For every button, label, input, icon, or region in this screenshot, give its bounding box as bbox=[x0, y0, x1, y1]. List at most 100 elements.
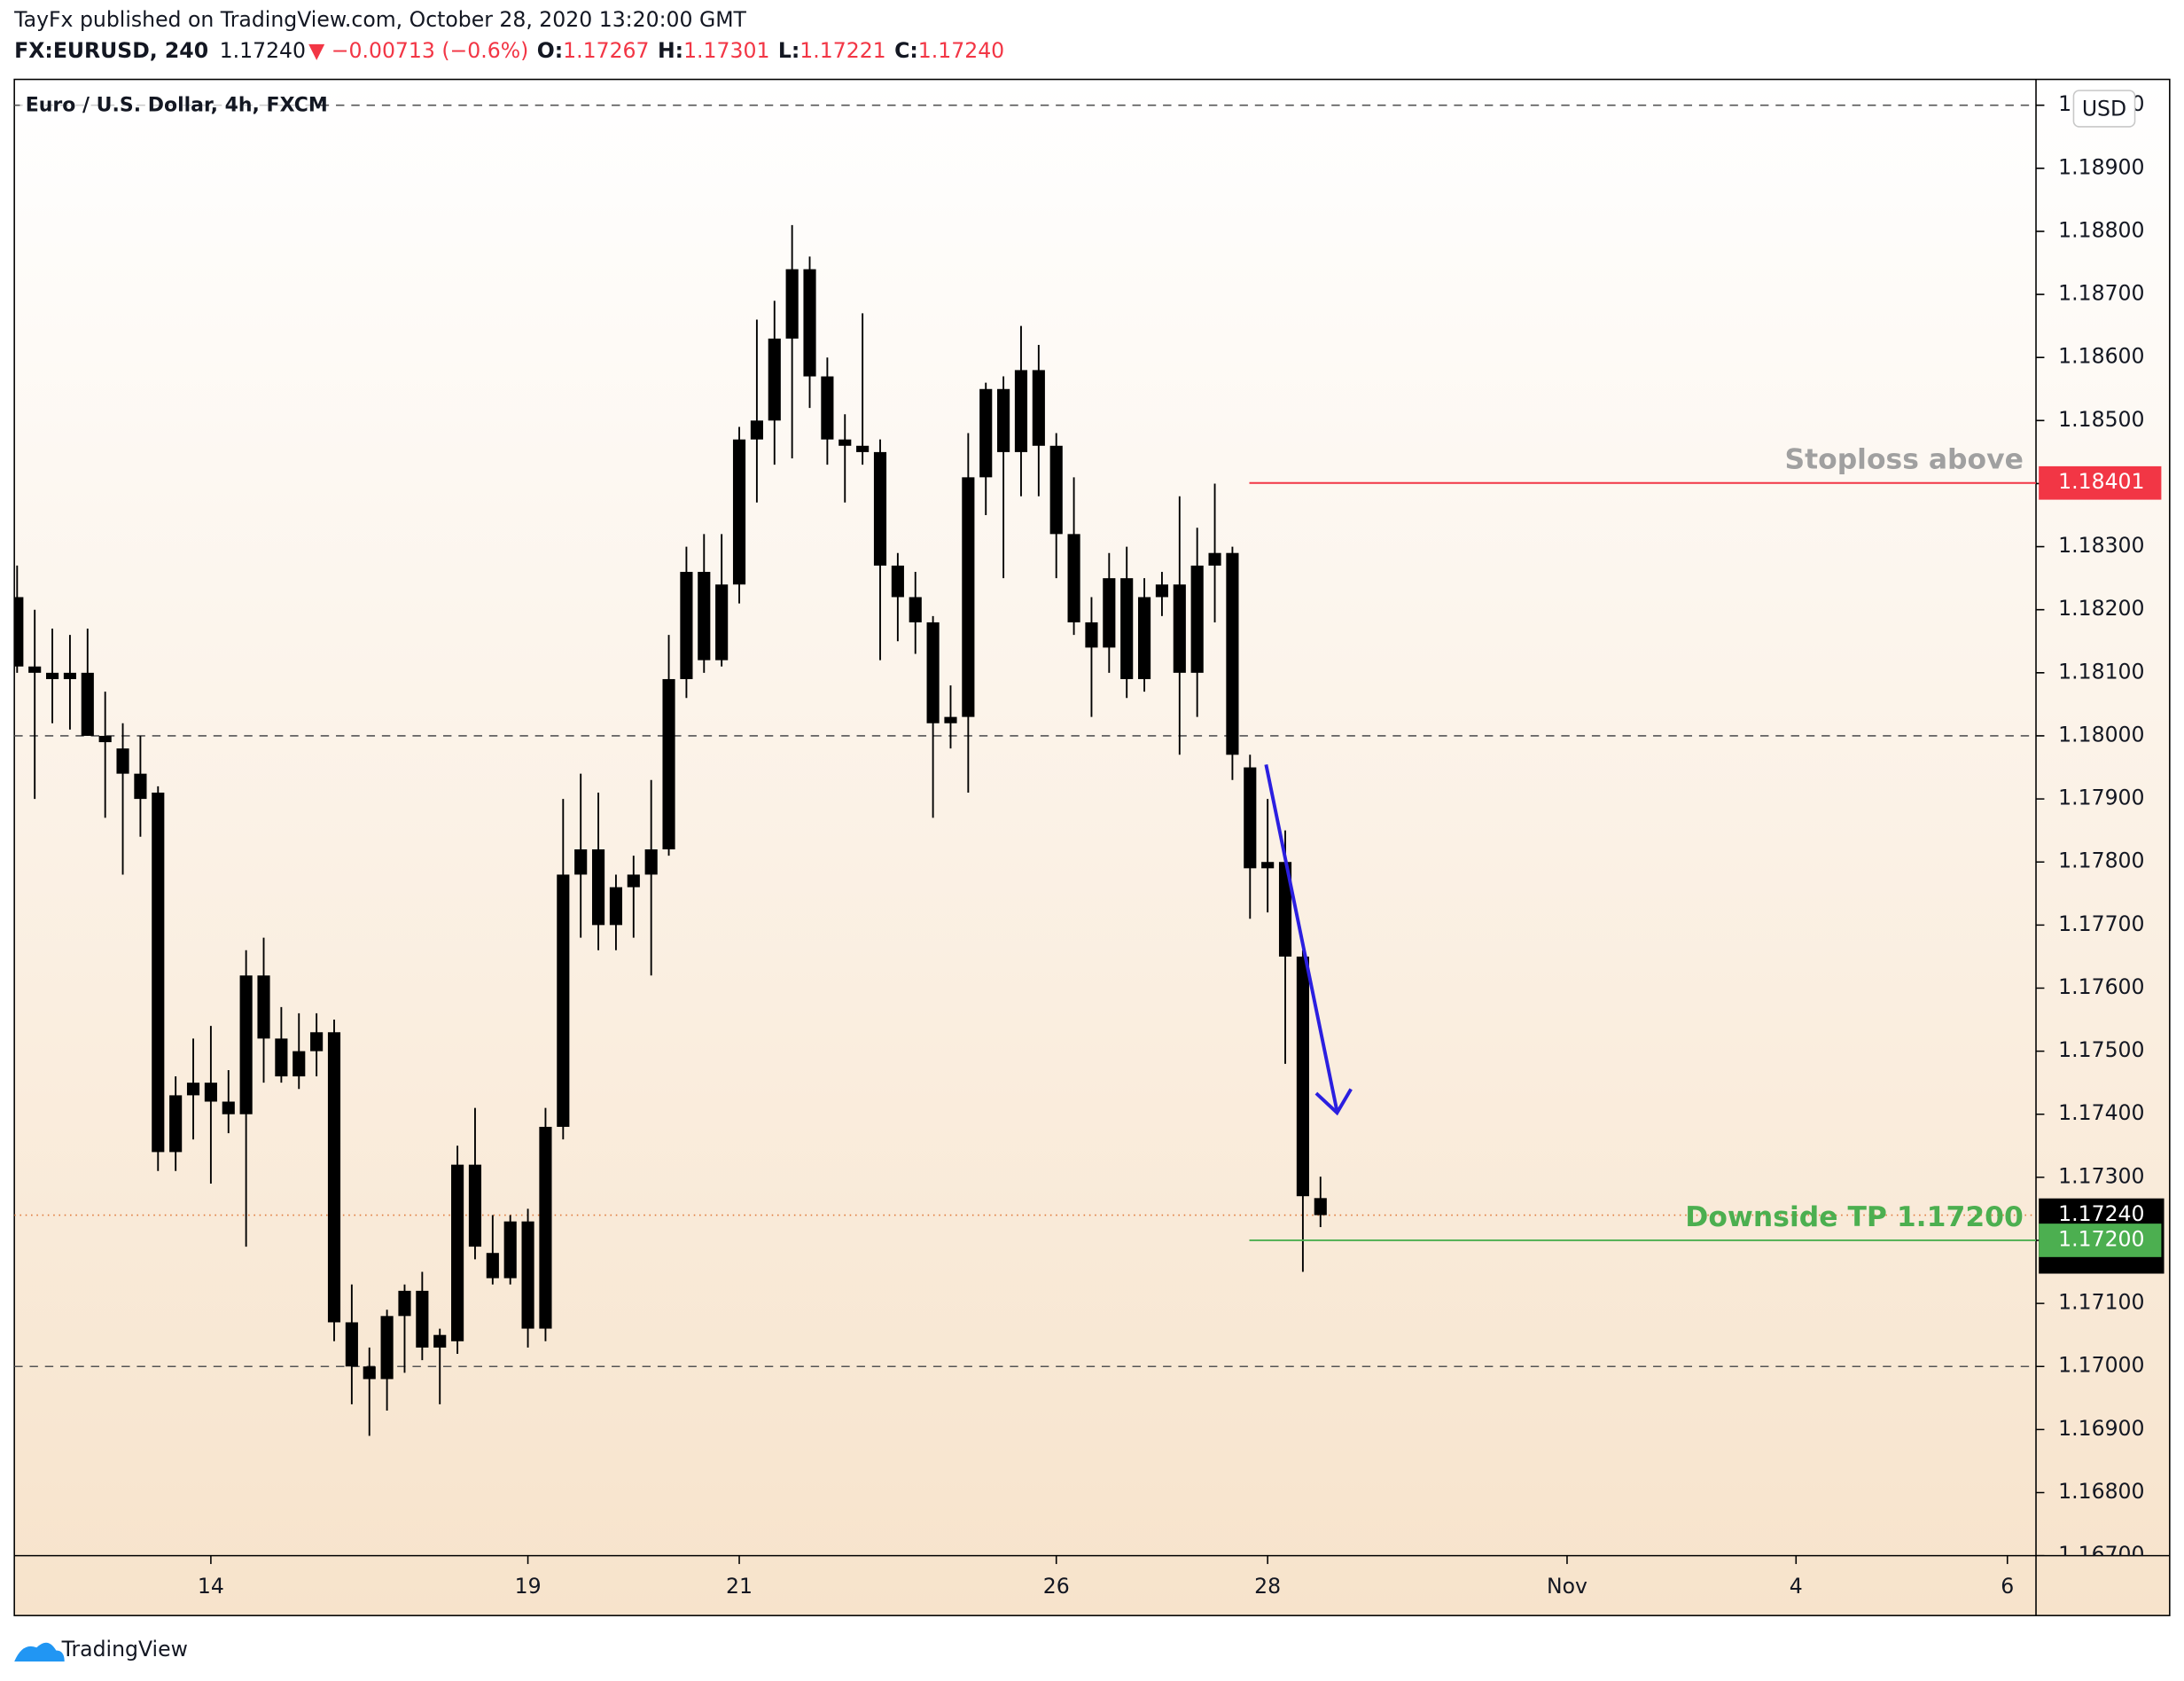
candle-body bbox=[926, 622, 940, 723]
candle-body bbox=[1049, 445, 1063, 535]
candle-body bbox=[327, 1032, 341, 1323]
y-tick-label: 1.16800 bbox=[2058, 1479, 2144, 1504]
c-label: C: bbox=[894, 38, 918, 63]
chart-title: Euro / U.S. Dollar, 4h, FXCM bbox=[26, 94, 328, 116]
y-tick-label: 1.18700 bbox=[2058, 281, 2144, 306]
candle-body bbox=[557, 874, 570, 1127]
candle-body bbox=[1261, 862, 1275, 869]
arrow-shaft bbox=[1264, 763, 1339, 1112]
legend-bg bbox=[20, 89, 313, 121]
level-tag bbox=[2039, 465, 2162, 500]
y-tick-label: 1.18000 bbox=[2058, 722, 2144, 747]
candle-body bbox=[186, 1083, 200, 1096]
y-tick-label: 1.17300 bbox=[2058, 1163, 2144, 1188]
candle-body bbox=[1085, 622, 1098, 648]
candle-body bbox=[239, 975, 253, 1114]
x-tick-label: 19 bbox=[515, 1574, 542, 1599]
c: 1.17240 bbox=[918, 38, 1004, 63]
footer-brand: TradingView bbox=[61, 1637, 188, 1661]
arrow-head bbox=[1314, 1088, 1353, 1116]
candle-body bbox=[909, 597, 922, 622]
y-tick-label: 1.18200 bbox=[2058, 596, 2144, 621]
candle-body bbox=[1190, 565, 1204, 673]
candle-body bbox=[944, 716, 957, 723]
candle-body bbox=[98, 735, 112, 743]
time-axis: 14 19 21 26 28 Nov 4 6 bbox=[198, 1555, 2014, 1599]
candle-body bbox=[962, 477, 975, 717]
level-tag-label: 1.18401 bbox=[2058, 469, 2144, 494]
candle-body bbox=[275, 1038, 288, 1077]
x-tick-label: 26 bbox=[1043, 1574, 1070, 1599]
candle-body bbox=[28, 666, 42, 673]
candle-body bbox=[873, 451, 887, 566]
candle-body bbox=[486, 1253, 499, 1278]
candle-body bbox=[152, 792, 165, 1153]
candle-body bbox=[1278, 862, 1292, 957]
plot: Stoploss above Downside TP 1.17200 bbox=[14, 104, 2037, 1436]
candle-body bbox=[433, 1334, 447, 1348]
candle-body bbox=[539, 1126, 552, 1329]
candle-body bbox=[503, 1221, 517, 1278]
y-tick-label: 1.18500 bbox=[2058, 407, 2144, 432]
h: 1.17301 bbox=[683, 38, 769, 63]
candle-body bbox=[838, 439, 852, 446]
candle-body bbox=[662, 678, 675, 850]
candle-body bbox=[345, 1322, 358, 1367]
candle-body bbox=[380, 1316, 394, 1380]
candle-body bbox=[627, 874, 640, 887]
y-tick-label: 1.17500 bbox=[2058, 1037, 2144, 1062]
y-tick-label: 1.17900 bbox=[2058, 786, 2144, 810]
candle-body bbox=[644, 849, 658, 875]
l-label: L: bbox=[778, 38, 800, 63]
y-tick-label: 1.18800 bbox=[2058, 217, 2144, 242]
candle-body bbox=[1173, 584, 1186, 673]
candle-body bbox=[1314, 1198, 1327, 1216]
o-label: O: bbox=[537, 38, 563, 63]
x-tick-label: 28 bbox=[1254, 1574, 1281, 1599]
logo-icon bbox=[14, 1642, 65, 1662]
candle-body bbox=[785, 269, 799, 339]
change: ▼ −0.00713 (−0.6%) bbox=[308, 38, 528, 63]
candle-body bbox=[732, 439, 746, 585]
y-tick-label: 1.16900 bbox=[2058, 1416, 2144, 1441]
currency-button[interactable] bbox=[2072, 90, 2136, 128]
publisher-line: TayFx published on TradingView.com, Octo… bbox=[13, 7, 746, 32]
level-tag-label: 1.17200 bbox=[2058, 1226, 2144, 1251]
candle-body bbox=[1244, 767, 1257, 869]
candle-body bbox=[116, 748, 129, 774]
x-tick-label: 6 bbox=[2001, 1574, 2014, 1599]
candle-body bbox=[292, 1051, 306, 1077]
candle-body bbox=[310, 1032, 324, 1052]
currency-label[interactable]: USD bbox=[2082, 97, 2126, 121]
candle-body bbox=[680, 572, 693, 679]
candle-body bbox=[821, 376, 834, 440]
candle-body bbox=[521, 1221, 534, 1329]
candle-body bbox=[63, 672, 76, 679]
candle-body bbox=[1226, 552, 1239, 755]
y-tick-label: 1.18100 bbox=[2058, 659, 2144, 684]
y-tick-label: 1.18600 bbox=[2058, 344, 2144, 369]
candle-body bbox=[416, 1290, 429, 1348]
candle-body bbox=[468, 1164, 482, 1247]
y-tick-label: 1.17000 bbox=[2058, 1353, 2144, 1378]
candle-body bbox=[257, 975, 270, 1039]
candle-body bbox=[204, 1083, 217, 1102]
candle-body bbox=[574, 849, 588, 875]
candle-body bbox=[997, 388, 1010, 452]
level-tag bbox=[2039, 1224, 2162, 1257]
x-tick-label: Nov bbox=[1547, 1574, 1587, 1599]
chart-frame bbox=[13, 78, 2171, 1616]
candle-body bbox=[1067, 534, 1080, 622]
tv-logo bbox=[14, 1642, 65, 1662]
x-tick-label: 4 bbox=[1790, 1574, 1803, 1599]
symbol-line: FX:EURUSD, 240 1.17240 ▼ −0.00713 (−0.6%) O… bbox=[14, 38, 1004, 63]
candle-body bbox=[14, 597, 24, 667]
candle-body bbox=[750, 420, 763, 440]
candle-body bbox=[1155, 584, 1169, 598]
y-tick-label: 1.17700 bbox=[2058, 911, 2144, 936]
candle-body bbox=[1208, 552, 1221, 566]
candle-body bbox=[134, 773, 147, 800]
candle-body bbox=[891, 565, 904, 598]
x-tick-label: 14 bbox=[198, 1574, 224, 1599]
